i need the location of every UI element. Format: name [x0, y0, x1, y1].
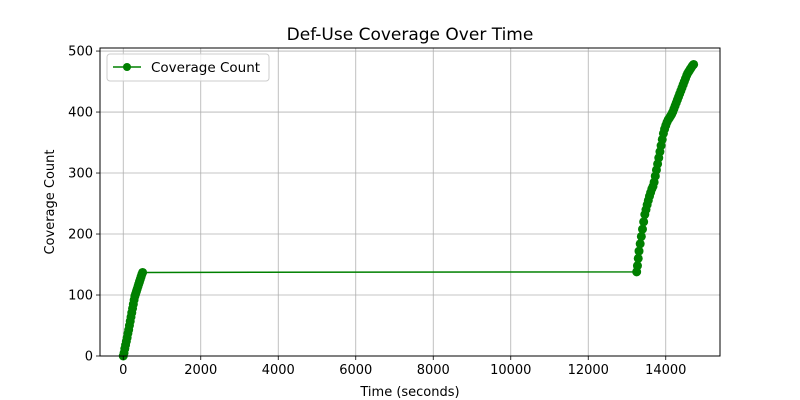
x-tick-label: 14000: [645, 363, 686, 378]
legend-label: Coverage Count: [151, 60, 260, 76]
chart-title: Def-Use Coverage Over Time: [287, 25, 534, 45]
data-point: [636, 231, 646, 241]
data-point: [689, 59, 699, 69]
data-point: [639, 217, 649, 227]
y-tick-label: 200: [68, 228, 93, 243]
x-tick-label: 6000: [339, 363, 372, 378]
y-tick-label: 300: [68, 167, 93, 182]
x-tick-label: 8000: [417, 363, 450, 378]
y-tick-label: 100: [68, 289, 93, 304]
x-tick-label: 0: [119, 363, 127, 378]
data-point: [634, 246, 644, 256]
data-point: [633, 253, 643, 263]
y-tick-label: 0: [85, 350, 93, 365]
y-tick-label: 400: [68, 106, 93, 121]
legend-marker-swatch: [123, 63, 131, 71]
x-tick-label: 12000: [568, 363, 609, 378]
x-axis-title: Time (seconds): [359, 385, 459, 400]
y-tick-label: 500: [68, 45, 93, 60]
data-point: [635, 239, 645, 249]
data-point: [638, 224, 647, 234]
series-layer: [118, 59, 699, 361]
data-point: [138, 267, 148, 277]
tick-layer: 0 2000 4000 6000 8000 10000 12000 14000 0 100 200 3…: [68, 45, 686, 378]
legend-box: [106, 53, 270, 82]
legend: Coverage Count: [106, 53, 270, 82]
plot-frame: [99, 47, 721, 357]
x-tick-label: 10000: [490, 363, 531, 378]
y-axis-title: Coverage Count: [43, 149, 58, 254]
data-point: [632, 261, 642, 271]
x-tick-label: 2000: [184, 363, 217, 378]
x-tick-label: 4000: [262, 363, 295, 378]
